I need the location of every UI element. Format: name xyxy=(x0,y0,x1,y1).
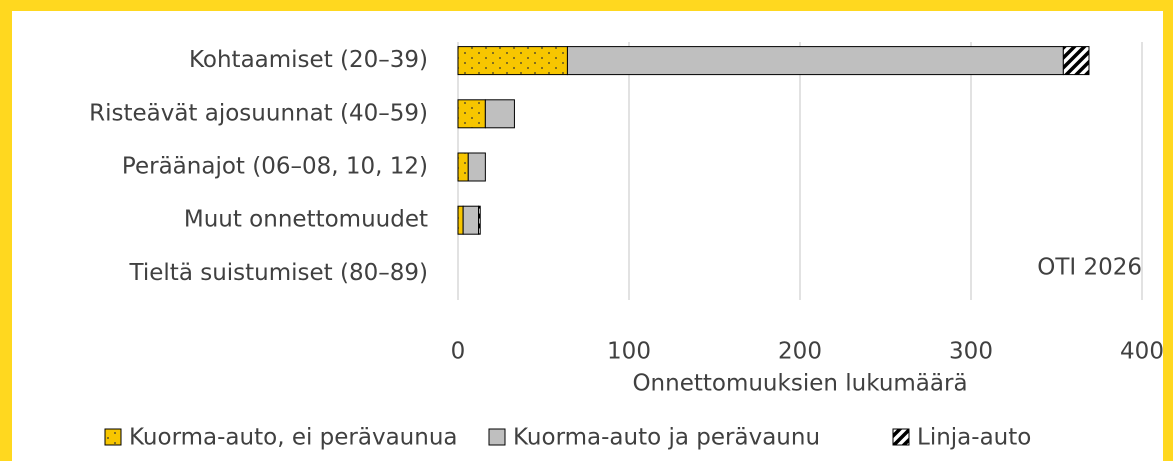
x-tick-label: 400 xyxy=(1120,339,1164,365)
bar-segment xyxy=(457,152,469,182)
bar-segment xyxy=(1062,46,1090,76)
x-tick-label: 300 xyxy=(949,339,993,365)
bar-segment xyxy=(457,99,486,129)
x-tick-label: 100 xyxy=(607,339,651,365)
legend-label: Kuorma-auto ja perävaunu xyxy=(513,425,820,451)
bar-segment xyxy=(467,152,486,182)
x-axis-title: Onnettomuuksien lukumäärä xyxy=(632,371,967,397)
bar-segment xyxy=(457,46,568,76)
legend-label: Kuorma-auto, ei perävaunua xyxy=(129,425,458,451)
y-tick-label: Muut onnettomuudet xyxy=(184,207,428,233)
annotation: OTI 2026 xyxy=(1037,255,1142,281)
y-tick-label: Peräänajot (06–08, 10, 12) xyxy=(122,154,428,180)
legend-label: Linja-auto xyxy=(917,425,1031,451)
plot-background xyxy=(12,11,1163,461)
x-tick-label: 0 xyxy=(451,339,466,365)
legend-swatch xyxy=(104,428,122,446)
y-tick-label: Tieltä suistumiset (80–89) xyxy=(129,260,428,286)
legend-swatch xyxy=(892,428,910,446)
bar-segment xyxy=(462,205,480,235)
bar-segment xyxy=(478,205,481,235)
bar-segment xyxy=(457,205,464,235)
legend-swatch xyxy=(488,428,506,446)
y-tick-label: Kohtaamiset (20–39) xyxy=(189,47,428,73)
bar-segment xyxy=(484,99,515,129)
x-tick-label: 200 xyxy=(778,339,822,365)
bar-segment xyxy=(566,46,1064,76)
y-tick-label: Risteävät ajosuunnat (40–59) xyxy=(89,100,428,126)
